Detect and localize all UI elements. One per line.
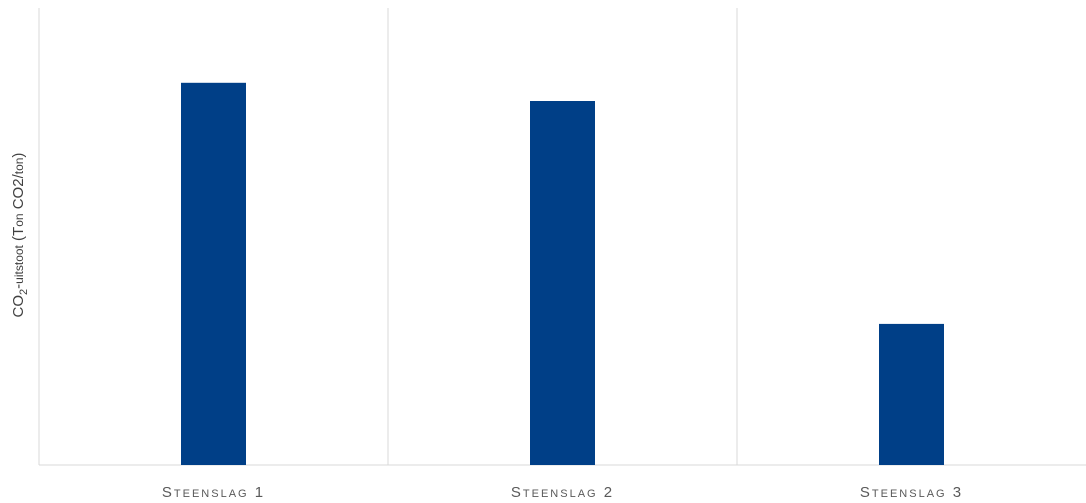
- x-tick-label-first-letter: S: [162, 484, 174, 501]
- bar-2: [530, 101, 595, 465]
- x-tick-label-smallcaps: TEENSLAG: [174, 488, 249, 500]
- y-axis-title-group: CO2-uitstoot (Ton CO2/ton): [10, 153, 30, 318]
- x-tick-label-number: 2: [598, 484, 615, 501]
- y-axis-title-mid: (T: [10, 227, 27, 245]
- x-tick-label-first-letter: S: [860, 484, 872, 501]
- x-tick-label-smallcaps: TEENSLAG: [872, 488, 947, 500]
- y-axis-title-subscript: 2: [18, 289, 30, 295]
- x-tick-label-number: 3: [947, 484, 964, 501]
- x-tick-label-number: 1: [249, 484, 266, 501]
- y-axis-title-smallcaps: uitstoot: [12, 244, 26, 283]
- y-axis-title-end: ): [10, 153, 27, 158]
- x-tick-label-1: STEENSLAG 1: [162, 484, 265, 501]
- y-axis-title-suffix: CO2/: [10, 173, 27, 213]
- x-tick-label-2: STEENSLAG 2: [511, 484, 614, 501]
- x-axis-labels: STEENSLAG 1 STEENSLAG 2 STEENSLAG 3: [162, 484, 963, 501]
- y-axis-title: CO2-uitstoot (Ton CO2/ton): [10, 153, 30, 318]
- x-tick-label-first-letter: S: [511, 484, 523, 501]
- x-tick-label-smallcaps: TEENSLAG: [523, 488, 598, 500]
- bar-3: [879, 323, 944, 465]
- y-axis-title-smallcaps2: on: [12, 213, 26, 226]
- bar-1: [181, 82, 246, 466]
- y-axis-title-smallcaps3: ton: [12, 158, 26, 175]
- y-axis-title-prefix: -: [10, 284, 27, 289]
- bars: [181, 82, 944, 466]
- y-axis-title-main: CO: [10, 295, 27, 318]
- x-tick-label-3: STEENSLAG 3: [860, 484, 963, 501]
